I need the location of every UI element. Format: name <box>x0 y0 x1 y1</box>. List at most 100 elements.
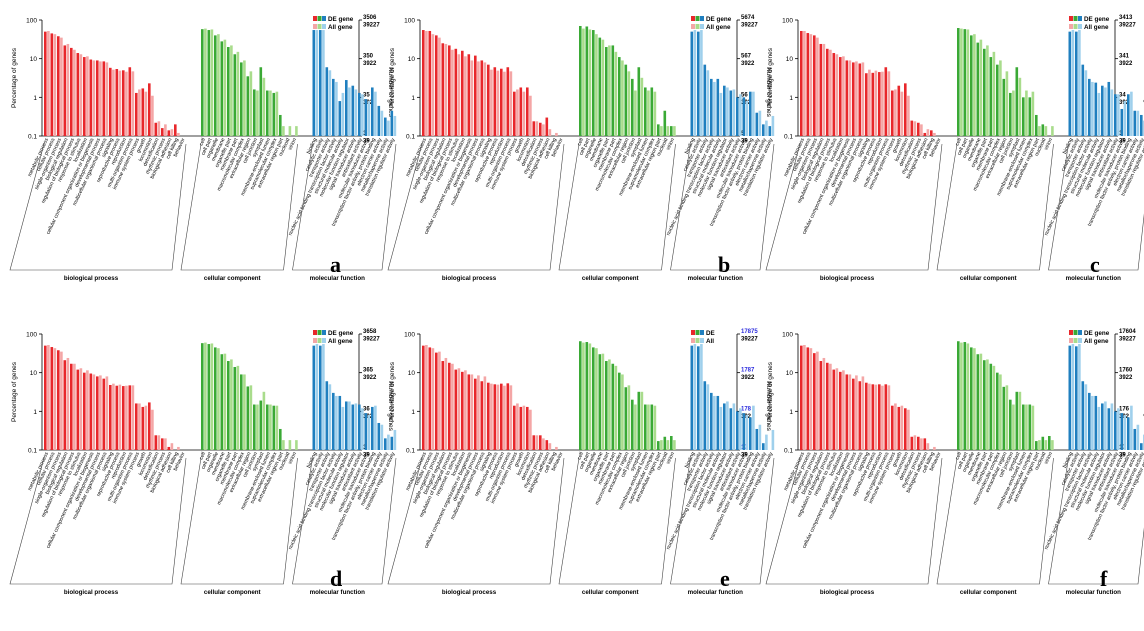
legend-swatch <box>322 16 326 21</box>
group-bracket <box>670 457 775 585</box>
bar-de <box>957 341 960 450</box>
bar-de <box>996 372 999 450</box>
bar-all <box>673 126 676 136</box>
bar-de <box>762 443 765 450</box>
bar-all <box>868 69 871 136</box>
bar-de <box>141 406 145 450</box>
bar-all <box>60 351 63 450</box>
bar-de <box>930 130 933 136</box>
bar-all <box>53 34 57 136</box>
bar-de <box>70 47 73 136</box>
group-label: cellular component <box>582 589 639 596</box>
bar-de <box>579 341 582 450</box>
bar-de <box>115 385 119 450</box>
bar-all <box>138 403 141 450</box>
bar-de <box>167 446 171 450</box>
group-label: cellular component <box>960 589 1017 596</box>
bar-all <box>979 353 983 450</box>
bar-de <box>923 132 927 136</box>
bar-all <box>92 60 96 136</box>
category-label: virion <box>665 137 676 151</box>
bar-all <box>693 30 697 137</box>
bar-de <box>474 55 477 136</box>
bar-de <box>806 33 810 136</box>
right-tick-label-de: 365 <box>363 368 374 374</box>
bar-all <box>1136 110 1140 136</box>
bar-all <box>470 60 474 136</box>
bar-all <box>425 344 428 450</box>
bar-de <box>141 88 145 136</box>
bar-de <box>480 60 484 136</box>
legend-swatch <box>1073 330 1078 335</box>
bar-all <box>522 91 526 136</box>
bar-de <box>832 369 836 450</box>
bar-all <box>861 62 865 137</box>
bar-all <box>986 45 989 136</box>
bar-de <box>800 30 803 137</box>
bar-all <box>380 110 384 136</box>
bar-all <box>621 60 624 136</box>
bar-de <box>891 405 894 450</box>
bar-all <box>647 404 650 450</box>
bar-all <box>1051 440 1054 450</box>
bar-de <box>910 436 914 450</box>
right-tick-label-de: 17875 <box>741 329 758 335</box>
bar-de <box>1048 436 1051 450</box>
group-bracket <box>558 143 676 271</box>
bar-all <box>732 403 736 450</box>
bar-de <box>467 374 471 450</box>
bar-de <box>474 378 477 450</box>
bar-all <box>1084 70 1088 136</box>
bar-all <box>288 126 292 136</box>
bar-de <box>904 408 907 450</box>
bar-all <box>673 440 676 450</box>
bar-de <box>532 121 536 136</box>
bar-de <box>897 406 901 450</box>
bar-all <box>739 94 742 136</box>
group-bracket <box>387 143 565 271</box>
bar-all <box>444 43 448 136</box>
bar-all <box>157 435 161 450</box>
bar-all <box>900 405 904 450</box>
right-tick-label-de: 5674 <box>741 15 755 21</box>
bar-de <box>279 114 282 136</box>
bar-de <box>989 57 993 137</box>
bar-all <box>262 77 266 136</box>
bar-all <box>926 443 930 450</box>
legend-swatch <box>317 330 322 335</box>
panel-letter: e <box>720 566 730 591</box>
bar-all <box>138 89 141 136</box>
bar-all <box>112 69 115 136</box>
category-label: cell <box>954 451 963 461</box>
right-tick-label-all: 3922 <box>741 375 755 381</box>
bar-de <box>976 354 980 450</box>
bar-de <box>338 395 342 450</box>
legend-label: All gene <box>328 24 353 31</box>
bar-de <box>253 404 256 450</box>
bar-all <box>1130 91 1133 136</box>
bar-all <box>621 374 624 450</box>
bar-all <box>758 110 762 136</box>
bar-de <box>227 361 230 450</box>
bar-all <box>900 91 904 136</box>
bar-de <box>585 26 589 137</box>
bar-de <box>1133 428 1137 450</box>
y-tick-label: 0.1 <box>28 134 37 141</box>
bar-all <box>660 126 663 136</box>
bar-all <box>535 121 539 136</box>
bar-all <box>249 385 253 450</box>
bar-all <box>256 404 259 450</box>
bar-all <box>243 60 246 136</box>
bar-de <box>76 369 80 450</box>
legend-swatch <box>313 330 317 335</box>
legend-swatch <box>700 24 704 29</box>
bar-all <box>354 403 358 450</box>
bar-de <box>89 373 93 450</box>
group-label: cellular component <box>582 275 639 282</box>
bar-de <box>736 411 739 450</box>
bar-all <box>348 401 351 450</box>
bar-all <box>425 30 428 137</box>
bar-all <box>170 129 174 136</box>
bar-de <box>1028 404 1032 450</box>
bar-de <box>631 399 634 450</box>
